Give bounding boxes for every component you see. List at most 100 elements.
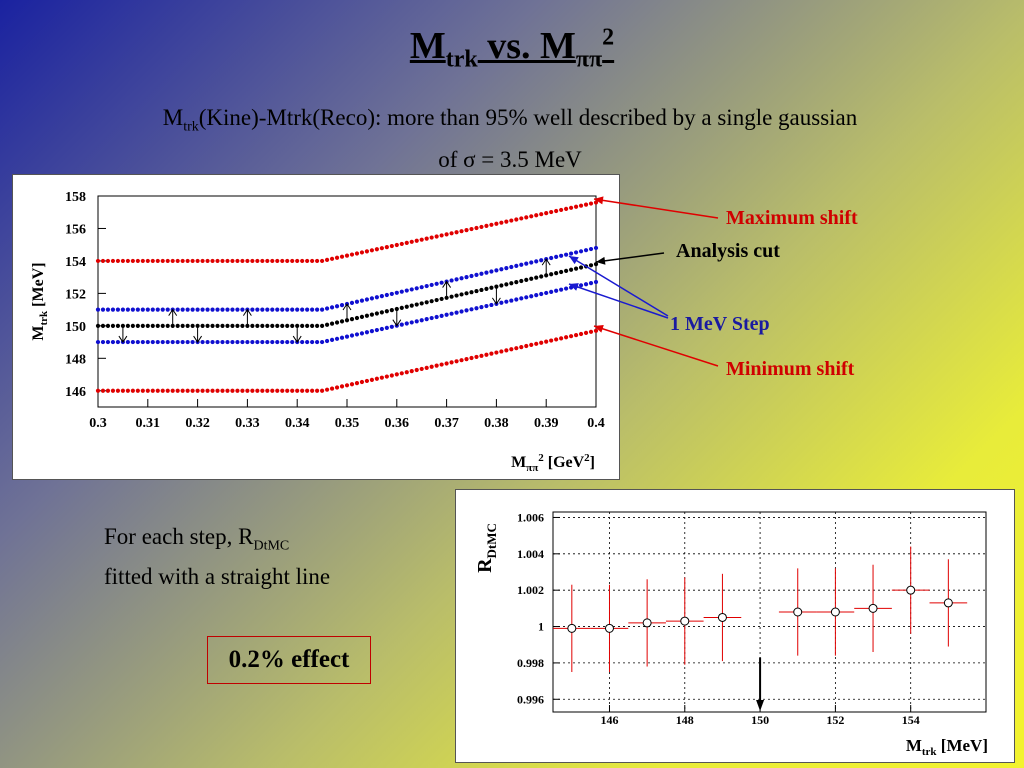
y-tick-label: 1.002 — [517, 583, 544, 597]
series-point-cut — [409, 303, 414, 308]
series-point-step-down — [578, 283, 584, 288]
series-point-max — [573, 204, 579, 209]
series-point-step-down — [150, 339, 155, 345]
series-point-max — [230, 258, 235, 264]
series-point-step-up — [354, 299, 360, 304]
series-point-step-up — [195, 307, 200, 312]
series-point-step-down — [344, 334, 350, 339]
series-point-max — [300, 258, 305, 264]
series-point-step-up — [140, 307, 145, 312]
series-point-step-up — [484, 270, 489, 275]
series-point-step-down — [514, 297, 519, 302]
series-point-step-down — [354, 332, 360, 337]
series-point-cut — [354, 315, 360, 321]
series-point-max — [205, 258, 210, 264]
series-point-max — [499, 220, 504, 225]
series-point-cut — [150, 323, 155, 328]
step-arrow-head — [442, 280, 452, 288]
series-point-max — [583, 202, 589, 207]
series-point-min — [115, 388, 121, 393]
data-point — [665, 577, 704, 665]
series-point-step-up — [593, 245, 599, 251]
y-tick-label: 0.996 — [517, 692, 544, 706]
series-point-step-up — [549, 255, 554, 261]
series-point-max — [160, 258, 165, 264]
series-point-cut — [270, 323, 275, 328]
series-point-min — [140, 388, 145, 393]
series-point-step-down — [454, 310, 459, 315]
series-point-min — [190, 388, 195, 393]
y-tick-label: 154 — [65, 255, 86, 270]
series-point-step-up — [339, 303, 345, 308]
series-point-min — [255, 388, 260, 393]
series-point-max — [554, 208, 559, 214]
data-point — [628, 579, 666, 667]
rdtmc-vs-mtrk-chart: 146 148 150 152 154 0.996 0.998 1 1.002 1.004 1.00… — [474, 510, 988, 758]
series-point-step-down — [339, 335, 345, 340]
series-point-max — [265, 258, 270, 264]
series-point-step-down — [320, 339, 325, 345]
series-point-max — [135, 258, 140, 264]
series-point-max — [315, 258, 320, 264]
series-point-step-down — [220, 339, 225, 345]
series-point-min — [185, 388, 190, 393]
series-point-min — [135, 388, 140, 393]
series-point-cut — [484, 286, 489, 291]
mtrk-vs-mpipi-chart: 0.3 0.31 0.32 0.33 0.34 0.35 0.36 0.37 0.38 0.39 0… — [30, 190, 605, 474]
series-point-max — [519, 216, 524, 221]
series-point-cut — [429, 299, 434, 304]
series-point-step-up — [255, 307, 260, 312]
series-point-cut — [240, 323, 245, 328]
series-point-max — [394, 242, 399, 248]
series-point-min — [95, 388, 101, 393]
series-point-step-down — [255, 339, 260, 345]
series-point-step-down — [334, 336, 340, 341]
series-point-step-up — [95, 307, 101, 312]
series-point-step-down — [374, 327, 379, 333]
series-point-max — [145, 258, 150, 264]
series-point-step-up — [449, 278, 454, 283]
series-point-step-up — [185, 307, 190, 312]
series-point-step-up — [529, 260, 534, 265]
series-point-max — [150, 258, 155, 264]
series-point-min — [499, 349, 504, 354]
series-point-step-up — [539, 258, 544, 263]
series-point-min — [165, 388, 170, 393]
series-point-step-down — [329, 337, 335, 342]
series-point-step-down — [160, 339, 165, 345]
series-point-min — [210, 388, 215, 393]
series-point-cut — [414, 302, 419, 307]
series-point-max — [105, 258, 111, 264]
point-marker — [906, 585, 916, 595]
series-point-min — [320, 388, 325, 393]
series-point-cut — [275, 323, 280, 328]
series-point-step-down — [190, 339, 195, 345]
series-point-step-down — [130, 339, 135, 345]
series-point-step-up — [220, 307, 225, 312]
point-marker — [642, 618, 652, 628]
series-point-cut — [165, 323, 170, 328]
series-point-min — [290, 388, 295, 393]
series-point-step-up — [324, 306, 330, 311]
rdtmc-panel: 146 148 150 152 154 0.996 0.998 1 1.002 1.004 1.00… — [455, 489, 1015, 763]
series-point-step-up — [175, 307, 180, 312]
series-point-min — [449, 360, 454, 365]
series-max — [95, 200, 599, 264]
series-point-cut — [110, 323, 116, 328]
series-point-step-down — [110, 339, 116, 345]
series-point-cut — [105, 323, 111, 328]
data-point — [854, 564, 892, 652]
series-point-cut — [115, 323, 121, 328]
series-point-step-down — [100, 339, 106, 345]
series-point-max — [569, 205, 574, 210]
point-marker — [717, 612, 727, 622]
series-point-min — [479, 353, 484, 358]
point-marker — [604, 623, 614, 633]
series-point-step-up — [115, 307, 121, 312]
point-marker — [567, 623, 577, 633]
series-point-cut — [524, 277, 529, 282]
series-point-max — [578, 203, 584, 208]
series-point-min — [369, 377, 374, 382]
fit-note-line2: fitted with a straight line — [104, 563, 331, 589]
x-tick-label: 0.32 — [185, 416, 210, 431]
